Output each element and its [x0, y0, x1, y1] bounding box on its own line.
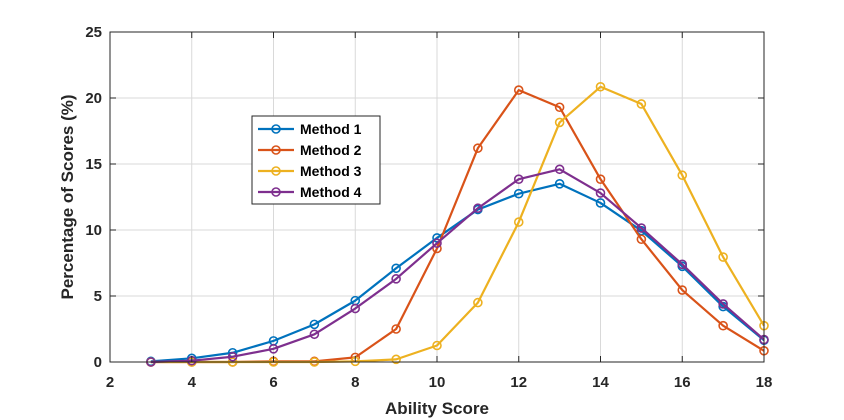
x-tick-label: 18 [756, 374, 773, 391]
data-point-method-2 [677, 285, 688, 295]
legend-swatch-marker [271, 187, 281, 197]
data-point-method-4 [268, 343, 279, 354]
y-tick-label: 25 [85, 24, 102, 41]
x-tick-label: 8 [351, 374, 359, 391]
series-method-4 [146, 164, 769, 367]
y-tick-label: 10 [85, 222, 102, 239]
data-point-method-2 [718, 320, 728, 331]
series-line-method-1 [150, 182, 765, 363]
y-tick-label: 20 [85, 90, 102, 107]
legend-item-method-4: Method 4 [258, 184, 362, 200]
x-tick-label: 12 [510, 374, 527, 391]
data-point-method-4 [432, 238, 442, 248]
legend-swatch-marker [271, 145, 281, 155]
data-point-method-3 [677, 170, 688, 181]
data-point-method-2 [473, 143, 483, 153]
legend-label: Method 2 [300, 142, 362, 158]
y-axis-label: Percentage of Scores (%) [58, 94, 77, 299]
y-tick-label: 5 [94, 288, 102, 305]
data-point-method-2 [595, 174, 606, 184]
data-point-method-3 [554, 117, 565, 128]
x-tick-label: 2 [106, 374, 114, 391]
x-tick-label: 4 [188, 374, 197, 391]
data-point-method-4 [718, 299, 728, 309]
x-tick-label: 6 [269, 374, 277, 391]
x-tick-label: 10 [429, 374, 446, 391]
y-tick-label: 15 [85, 156, 102, 173]
data-point-method-4 [595, 188, 606, 198]
legend-swatch-marker [271, 166, 281, 176]
data-point-method-4 [350, 303, 361, 314]
legend-label: Method 4 [300, 184, 362, 200]
data-point-method-4 [391, 274, 401, 284]
data-point-method-3 [432, 340, 442, 351]
data-point-method-1 [595, 198, 606, 208]
legend-item-method-1: Method 1 [258, 121, 362, 137]
data-point-method-1 [391, 263, 401, 274]
data-point-method-4 [227, 351, 238, 362]
data-point-method-4 [309, 329, 320, 340]
x-tick-label: 16 [674, 374, 691, 391]
data-point-method-2 [554, 102, 565, 113]
legend-swatch-marker [271, 124, 281, 134]
data-point-method-4 [513, 174, 524, 184]
data-point-method-2 [391, 324, 401, 334]
y-tick-label: 0 [94, 354, 102, 371]
x-axis-label: Ability Score [385, 399, 489, 418]
legend-item-method-3: Method 3 [258, 163, 362, 179]
data-point-method-3 [595, 81, 606, 92]
data-point-method-4 [677, 259, 688, 270]
data-point-method-3 [473, 297, 483, 308]
data-point-method-3 [391, 354, 401, 365]
legend: Method 1 Method 2 Method 3 Method 4 [251, 115, 381, 205]
data-point-method-3 [636, 99, 647, 109]
x-tick-label: 14 [592, 374, 609, 391]
data-point-method-3 [513, 217, 524, 227]
axis-ticks: 2 4 6 8 10 12 14 16 18 0 5 10 15 20 25 [85, 24, 772, 391]
data-point-method-1 [554, 179, 565, 189]
data-point-method-3 [718, 252, 728, 262]
legend-label: Method 1 [300, 121, 362, 137]
data-point-method-1 [309, 319, 320, 330]
data-point-method-2 [513, 85, 524, 95]
data-point-method-4 [473, 203, 483, 214]
data-point-method-4 [636, 223, 647, 233]
legend-item-method-2: Method 2 [258, 142, 362, 158]
legend-label: Method 3 [300, 163, 362, 179]
data-point-method-4 [554, 164, 565, 175]
data-point-method-2 [636, 234, 647, 245]
series-line-method-4 [150, 168, 765, 364]
data-point-method-1 [513, 188, 524, 199]
